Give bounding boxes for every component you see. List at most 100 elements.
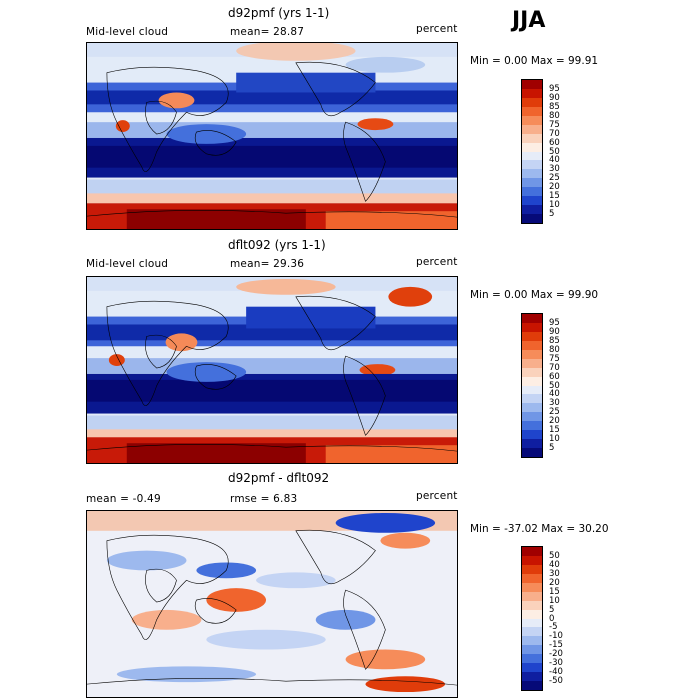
season-label: JJA	[512, 8, 546, 33]
colorbar-swatch	[522, 133, 542, 143]
colorbar-swatch	[522, 555, 542, 565]
panel-1-units: percent	[416, 23, 458, 35]
panel-3-colorbar	[521, 546, 543, 691]
panel-1-mean: mean= 28.87	[230, 26, 305, 38]
colorbar-swatch	[522, 80, 542, 89]
colorbar-tick-label: 15	[549, 191, 560, 202]
colorbar-swatch	[522, 645, 542, 655]
colorbar-tick-label: 20	[549, 577, 560, 588]
colorbar-tick-label: -40	[549, 667, 563, 678]
colorbar-swatch	[522, 600, 542, 610]
colorbar-swatch	[522, 169, 542, 179]
colorbar-swatch	[522, 214, 542, 223]
colorbar-tick-label: 40	[549, 559, 560, 570]
colorbar-tick-label: 50	[549, 550, 560, 561]
panel-2-units: percent	[416, 256, 458, 268]
colorbar-swatch	[522, 564, 542, 574]
colorbar-swatch	[522, 151, 542, 161]
panel-3-map	[86, 510, 458, 698]
colorbar-swatch	[522, 340, 542, 350]
colorbar-tick-label: 75	[549, 353, 560, 364]
colorbar-swatch	[522, 358, 542, 368]
colorbar-tick-label: 95	[549, 83, 560, 94]
colorbar-swatch	[522, 124, 542, 134]
colorbar-tick-label: 20	[549, 416, 560, 427]
panel-2-title: dflt092 (yrs 1-1)	[228, 238, 326, 252]
colorbar-tick-label: 80	[549, 110, 560, 121]
colorbar-swatch	[522, 97, 542, 107]
colorbar-tick-label: -5	[549, 622, 558, 633]
colorbar-tick-label: 40	[549, 389, 560, 400]
colorbar-swatch	[522, 367, 542, 377]
colorbar-tick-label: 10	[549, 200, 560, 211]
colorbar-swatch	[522, 663, 542, 673]
colorbar-tick-label: -15	[549, 640, 563, 651]
colorbar-swatch	[522, 331, 542, 341]
colorbar-swatch	[522, 591, 542, 601]
colorbar-tick-label: 95	[549, 317, 560, 328]
colorbar-swatch	[522, 314, 542, 323]
panel-2-minmax: Min = 0.00 Max = 99.90	[470, 289, 599, 301]
colorbar-tick-label: 70	[549, 362, 560, 373]
colorbar-swatch	[522, 385, 542, 395]
colorbar-tick-label: 30	[549, 164, 560, 175]
colorbar-swatch	[522, 115, 542, 125]
colorbar-swatch	[522, 187, 542, 197]
colorbar-tick-label: 85	[549, 101, 560, 112]
colorbar-tick-label: 20	[549, 182, 560, 193]
colorbar-tick-label: 25	[549, 407, 560, 418]
colorbar-tick-label: 50	[549, 380, 560, 391]
colorbar-tick-label: 10	[549, 595, 560, 606]
colorbar-tick-label: 15	[549, 586, 560, 597]
colorbar-tick-label: -50	[549, 676, 563, 687]
colorbar-tick-label: 90	[549, 326, 560, 337]
panel-1-map	[86, 42, 458, 230]
colorbar-swatch	[522, 403, 542, 413]
panel-1-minmax: Min = 0.00 Max = 99.91	[470, 55, 599, 67]
colorbar-swatch	[522, 142, 542, 152]
colorbar-tick-label: 30	[549, 568, 560, 579]
colorbar-swatch	[522, 448, 542, 457]
colorbar-swatch	[522, 618, 542, 628]
panel-3-mean: mean = -0.49	[86, 493, 161, 505]
colorbar-tick-label: 40	[549, 155, 560, 166]
colorbar-tick-label: 90	[549, 92, 560, 103]
colorbar-swatch	[522, 412, 542, 422]
colorbar-swatch	[522, 439, 542, 449]
colorbar-tick-label: 80	[549, 344, 560, 355]
colorbar-swatch	[522, 582, 542, 592]
colorbar-swatch	[522, 654, 542, 664]
colorbar-swatch	[522, 627, 542, 637]
panel-3-title: d92pmf - dflt092	[228, 471, 330, 485]
panel-3-rmse: rmse = 6.83	[230, 493, 298, 505]
colorbar-swatch	[522, 394, 542, 404]
colorbar-tick-label: 60	[549, 137, 560, 148]
colorbar-tick-label: 30	[549, 398, 560, 409]
colorbar-tick-label: 85	[549, 335, 560, 346]
colorbar-swatch	[522, 322, 542, 332]
colorbar-swatch	[522, 681, 542, 690]
colorbar-swatch	[522, 196, 542, 206]
colorbar-swatch	[522, 430, 542, 440]
colorbar-swatch	[522, 178, 542, 188]
colorbar-swatch	[522, 421, 542, 431]
colorbar-swatch	[522, 106, 542, 116]
colorbar-swatch	[522, 160, 542, 170]
panel-3-units: percent	[416, 490, 458, 502]
colorbar-swatch	[522, 376, 542, 386]
colorbar-swatch	[522, 547, 542, 556]
colorbar-swatch	[522, 205, 542, 215]
colorbar-tick-label: 0	[549, 613, 555, 624]
colorbar-tick-label: 5	[549, 443, 555, 454]
colorbar-tick-label: 5	[549, 209, 555, 220]
colorbar-tick-label: 75	[549, 119, 560, 130]
colorbar-swatch	[522, 573, 542, 583]
colorbar-tick-label: -10	[549, 631, 563, 642]
colorbar-swatch	[522, 672, 542, 682]
panel-1-title: d92pmf (yrs 1-1)	[228, 6, 330, 20]
colorbar-tick-label: 50	[549, 146, 560, 157]
panel-2-colorbar	[521, 313, 543, 458]
panel-3-minmax: Min = -37.02 Max = 30.20	[470, 523, 609, 535]
panel-1-field-label: Mid-level cloud	[86, 26, 169, 38]
colorbar-tick-label: 15	[549, 425, 560, 436]
